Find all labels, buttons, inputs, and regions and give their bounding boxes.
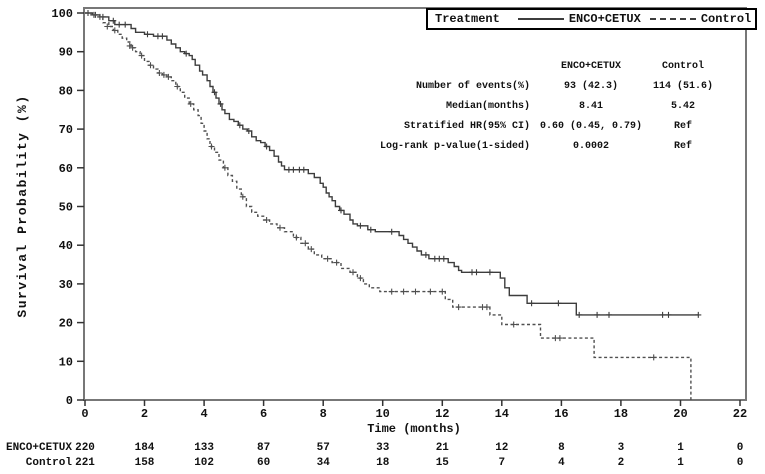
dashed-line-sample: [649, 18, 696, 20]
legend-title: Treatment: [435, 12, 500, 26]
at-risk-count: 15: [436, 457, 450, 469]
y-tick-label: 0: [66, 394, 73, 408]
x-tick-label: 12: [435, 407, 449, 421]
x-tick-label: 6: [260, 407, 267, 421]
at-risk-count: 4: [558, 457, 565, 469]
at-risk-count: 0: [737, 457, 744, 469]
stats-col-header-control: Control: [661, 60, 704, 72]
x-tick-label: 22: [733, 407, 747, 421]
y-axis-title: Survival Probability (%): [15, 94, 30, 317]
x-tick-label: 2: [141, 407, 148, 421]
y-tick-label: 70: [59, 123, 73, 137]
stats-hr-enco: 0.60 (0.45, 0.79): [539, 120, 643, 132]
solid-line-sample: [517, 18, 564, 20]
stats-events-enco: 93 (42.3): [563, 80, 618, 92]
plot-frame: [83, 7, 747, 401]
stats-pvalue-enco: 0.0002: [572, 140, 609, 152]
y-tick-label: 90: [59, 46, 73, 60]
at-risk-count: 220: [75, 442, 95, 454]
censor-marks-control: [90, 11, 657, 361]
stats-table: ENCO+CETUX Control Number of events(%) 9…: [340, 56, 714, 156]
stats-median-enco: 8.41: [578, 100, 603, 112]
y-tick-label: 80: [59, 84, 73, 98]
x-tick-label: 10: [375, 407, 389, 421]
x-tick-label: 8: [320, 407, 327, 421]
y-tick-label: 30: [59, 278, 73, 292]
y-tick-label: 50: [59, 201, 73, 215]
legend-label-control: Control: [700, 12, 752, 26]
at-risk-count: 21: [436, 442, 450, 454]
stats-hr-control: Ref: [673, 120, 692, 132]
stats-col-header-enco: ENCO+CETUX: [560, 60, 621, 72]
at-risk-count: 221: [75, 457, 95, 469]
y-tick-label: 10: [59, 355, 73, 369]
legend-label-enco: ENCO+CETUX: [568, 12, 641, 26]
stats-row-label-median: Median(months): [445, 100, 530, 112]
stats-median-control: 5.42: [670, 100, 695, 112]
x-tick-label: 18: [614, 407, 628, 421]
at-risk-count: 7: [498, 457, 505, 469]
at-risk-count: 102: [194, 457, 214, 469]
stats-row-label-pvalue: Log-rank p-value(1-sided): [379, 140, 530, 152]
legend-entry-control: Control: [649, 12, 752, 26]
legend-entry-enco: ENCO+CETUX: [517, 12, 641, 26]
at-risk-count: 184: [135, 442, 155, 454]
x-tick-label: 0: [81, 407, 88, 421]
y-tick-label: 60: [59, 162, 73, 176]
at-risk-row-label-enco: ENCO+CETUX: [6, 442, 72, 454]
at-risk-count: 133: [194, 442, 214, 454]
y-tick-label: 20: [59, 317, 73, 331]
stats-row-label-events: Number of events(%): [415, 80, 530, 92]
x-tick-label: 4: [200, 407, 207, 421]
y-tick-label: 40: [59, 239, 73, 253]
at-risk-count: 1: [677, 442, 684, 454]
at-risk-count: 0: [737, 442, 744, 454]
at-risk-count: 34: [317, 457, 331, 469]
km-curve-control: [85, 12, 692, 400]
legend: Treatment ENCO+CETUX Control: [426, 8, 757, 30]
at-risk-count: 60: [257, 457, 270, 469]
x-axis-title: Time (months): [367, 422, 461, 436]
x-tick-label: 14: [495, 407, 509, 421]
x-tick-label: 20: [673, 407, 687, 421]
x-tick-label: 16: [554, 407, 568, 421]
at-risk-count: 3: [618, 442, 625, 454]
at-risk-count: 2: [618, 457, 625, 469]
at-risk-count: 57: [317, 442, 330, 454]
at-risk-count: 12: [495, 442, 508, 454]
stats-events-control: 114 (51.6): [652, 80, 713, 92]
at-risk-row-label-control: Control: [26, 457, 73, 469]
at-risk-count: 8: [558, 442, 565, 454]
stats-row-label-hr: Stratified HR(95% CI): [403, 120, 530, 132]
stats-pvalue-control: Ref: [673, 140, 692, 152]
km-curve-enco-cetux: [85, 12, 699, 316]
at-risk-count: 87: [257, 442, 270, 454]
at-risk-count: 158: [135, 457, 155, 469]
at-risk-count: 1: [677, 457, 684, 469]
at-risk-count: 33: [376, 442, 390, 454]
y-tick-label: 100: [51, 7, 73, 21]
at-risk-count: 18: [376, 457, 390, 469]
